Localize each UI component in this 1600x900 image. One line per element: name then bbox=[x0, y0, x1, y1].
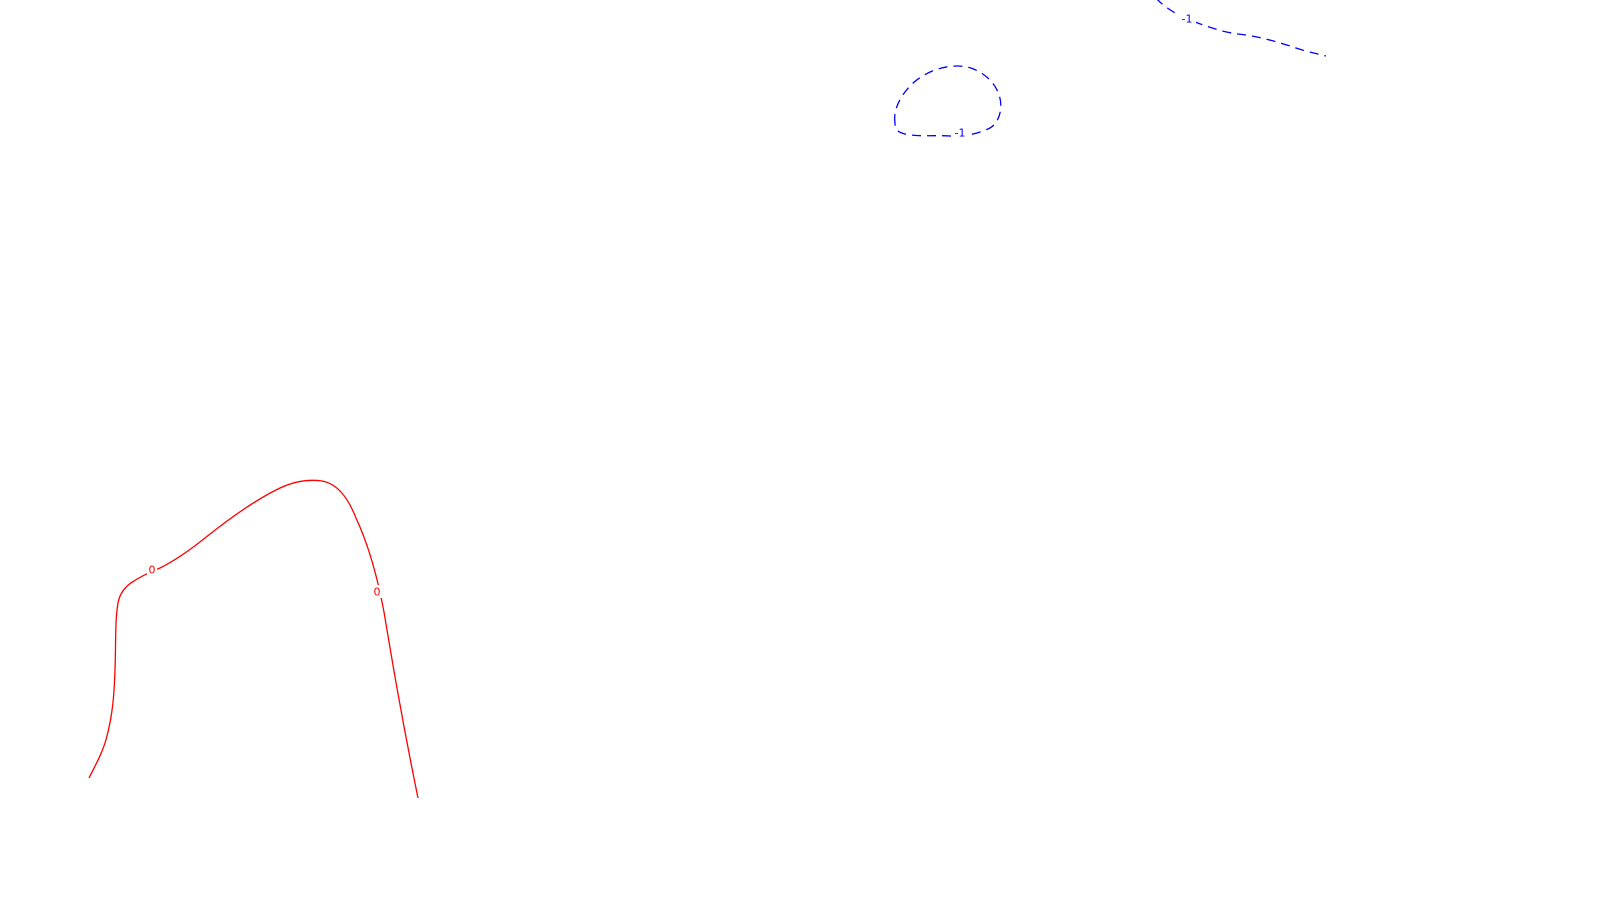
contour-line-level-neg1-arc bbox=[1157, 0, 1327, 57]
contour-line-level-0 bbox=[88, 479, 419, 799]
contour-label-level-neg1: -1 bbox=[1182, 13, 1193, 26]
contour-label-level-0: 0 bbox=[374, 586, 381, 599]
contour-label-level-0: 0 bbox=[149, 564, 156, 577]
contour-label-bg bbox=[372, 585, 382, 598]
contour-label-bg bbox=[1178, 13, 1196, 26]
contour-line-level-neg1-loop bbox=[894, 65, 1002, 137]
contour-label-bg bbox=[951, 127, 969, 140]
contour-label-bg bbox=[147, 563, 157, 576]
contour-label-level-neg1: -1 bbox=[955, 127, 966, 140]
contour-level-neg1: -1 -1 bbox=[894, 0, 1327, 140]
contour-level-0: 0 0 bbox=[88, 479, 419, 799]
